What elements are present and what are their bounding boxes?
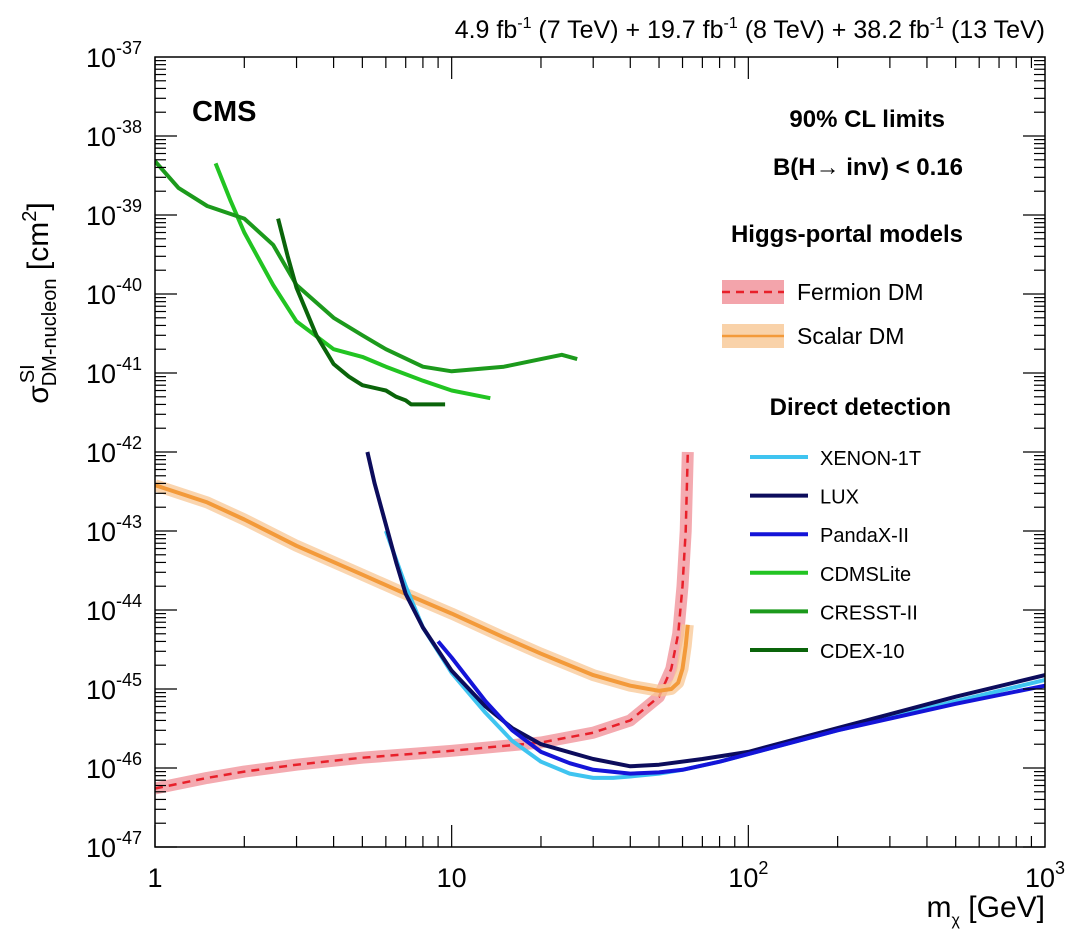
br-label: B(H→ inv) < 0.16 (773, 154, 963, 181)
legend-label: CRESST-II (820, 602, 918, 624)
legend-label: XENON-1T (820, 448, 921, 470)
legend-label: LUX (820, 487, 859, 509)
higgs-portal-header: Higgs-portal models (731, 221, 963, 248)
legend-item-pandax-ii: PandaX-II (750, 525, 909, 547)
legend-item-cdmslite: CDMSLite (750, 564, 911, 586)
legend-label: Fermion DM (797, 279, 924, 305)
x-axis-title: mχ [GeV] (927, 891, 1045, 929)
series-layer (155, 159, 1045, 795)
legend-item-scalar-dm: Scalar DM (722, 323, 904, 349)
axis-ticks (154, 57, 1045, 848)
x-tick-label: 102 (728, 858, 768, 893)
y-tick-label: 10-37 (86, 38, 142, 73)
y-tick-label: 10-47 (86, 828, 142, 863)
y-tick-label: 10-40 (86, 275, 142, 310)
lumi-header: 4.9 fb-1 (7 TeV) + 19.7 fb-1 (8 TeV) + 3… (455, 15, 1045, 44)
y-tick-label: 10-43 (86, 512, 142, 547)
y-tick-label: 10-39 (86, 196, 142, 231)
x-tick-label: 1 (147, 863, 162, 893)
cresst-ii-line (155, 159, 578, 374)
y-tick-label: 10-41 (86, 354, 142, 389)
cms-label: CMS (192, 96, 256, 128)
y-tick-label: 10-38 (86, 117, 142, 152)
y-tick-label: 10-42 (86, 433, 142, 468)
x-tick-label: 103 (1025, 858, 1065, 893)
y-tick-label: 10-46 (86, 749, 142, 784)
fermion-dm-line (155, 451, 690, 790)
legend: Fermion DM Scalar DM XENON-1T LUX PandaX-II C… (722, 279, 924, 663)
pandax-ii-line (436, 640, 1045, 776)
y-tick-label: 10-45 (86, 670, 142, 705)
legend-item-cdex-10: CDEX-10 (750, 641, 904, 663)
scalar-dm-line (155, 483, 690, 693)
xenon-1t-line (384, 530, 1045, 780)
y-tick-label: 10-44 (86, 591, 142, 626)
legend-label: Scalar DM (797, 323, 904, 349)
tick-labels: 1 10 102 103 10-37 10-38 10-39 10-40 10-41 10-42 1… (86, 38, 1065, 893)
legend-label: CDEX-10 (820, 641, 904, 663)
lux-line (365, 451, 1045, 769)
legend-label: CDMSLite (820, 564, 911, 586)
legend-label: PandaX-II (820, 525, 909, 547)
legend-item-lux: LUX (750, 487, 859, 509)
cdmslite-line (213, 162, 491, 401)
x-tick-label: 10 (437, 863, 467, 893)
legend-item-fermion-dm: Fermion DM (722, 279, 924, 305)
y-axis-title: σSIDM-nucleon [cm2] (17, 202, 61, 403)
cdex-10-line (276, 218, 446, 407)
cl-label: 90% CL limits (789, 106, 945, 133)
legend-item-xenon-1t: XENON-1T (750, 448, 921, 470)
legend-item-cresst-ii: CRESST-II (750, 602, 918, 624)
direct-detection-header: Direct detection (770, 394, 951, 421)
